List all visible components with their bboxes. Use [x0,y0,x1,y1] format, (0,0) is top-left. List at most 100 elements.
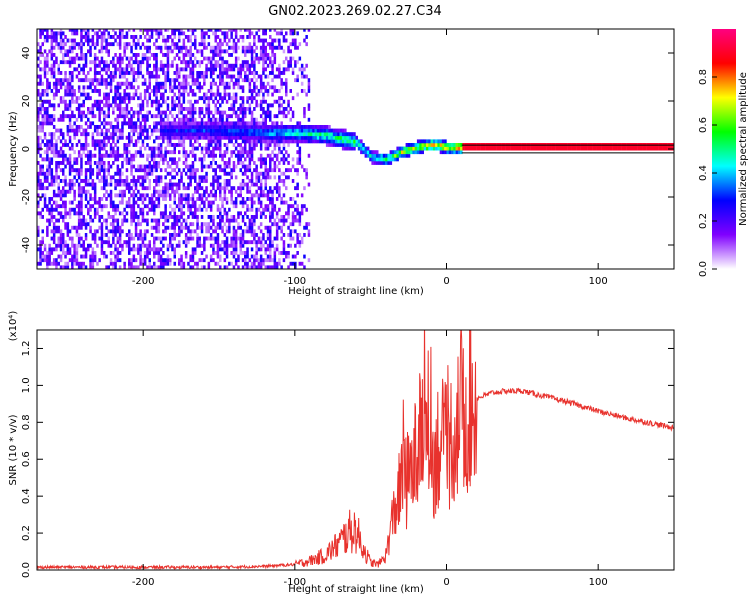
spectrogram-cell [46,38,49,43]
spectrogram-cell [91,168,95,173]
spectrogram-cell [219,96,222,101]
spectrogram-cell [109,204,113,209]
spectrogram-cell [55,204,58,209]
spectrogram-cell [62,153,65,158]
spectrogram-cell [82,179,85,183]
spectrogram-cell [419,139,422,144]
spectrogram-cell [96,63,99,68]
spectrogram-cell [68,125,72,129]
spectrogram-cell [137,67,140,72]
spectrogram-cell [182,161,186,165]
spectrogram-cell [93,258,97,263]
spectrogram-cell [107,211,110,216]
spectrogram-cell [184,233,188,237]
spectrogram-cell [244,240,247,245]
spectrogram-cell [114,182,117,187]
spectrogram-cell [164,63,167,68]
spectrogram-cell [246,254,249,259]
spectrogram-cell [82,67,85,72]
spectrogram-cell [39,121,42,126]
spectrogram-cell [91,182,95,187]
spectrogram-cell [246,74,249,79]
spectrogram-cell [200,168,204,173]
spectrogram-cell [216,85,220,90]
spectrogram-cell [335,132,338,137]
spectrogram-cell [209,207,213,212]
spectrogram-cell [214,60,217,65]
spectrogram-cell [48,182,51,187]
spectrogram-cell [175,128,179,133]
spectrogram-cell [116,89,120,93]
spectrogram-cell [187,107,190,111]
spectrogram-cell [41,42,44,47]
spectrogram-cell [116,114,120,119]
spectrogram-cell [71,31,74,36]
spectrogram-cell [200,258,204,263]
spectrogram-cell [266,171,270,176]
spectrogram-cell [125,168,129,173]
spectrogram-cell [52,125,56,129]
spectrogram-cell [52,85,56,90]
spectrogram-cell [82,243,85,248]
spectrogram-cell [262,193,265,198]
spectrogram-cell [148,45,151,50]
spectrogram-cell [273,204,277,209]
spectrogram-cell [80,146,83,151]
spectrogram-cell [196,128,199,133]
spectrogram-cell [287,153,290,158]
spectrogram-cell [68,121,72,126]
spectrogram-cell [46,229,49,234]
spectrogram-cell [66,60,70,65]
spectrogram-cell [184,114,188,119]
spectrogram-cell [287,243,290,248]
spectrogram-cell [191,92,195,97]
spectrogram-cell [169,204,172,209]
spectrogram-cell [182,99,186,104]
spectrogram-cell [209,218,213,223]
spectrogram-cell [189,233,192,237]
spectrogram-cell [253,107,256,111]
spectrogram-cell [200,110,204,115]
spectrogram-cell [46,121,49,126]
spectrogram-cell [41,193,44,198]
spectrogram-cell [191,117,195,122]
spectrogram-cell [262,236,265,241]
spectrogram-cell [143,258,147,263]
spectrogram-cell [196,207,199,212]
spectrogram-cell [80,254,83,259]
spectrogram-cell [209,71,213,75]
spectrogram-cell [239,35,242,39]
spectrogram-cell [221,215,224,219]
spectrogram-cell [191,107,195,111]
spectrogram-cell [171,31,174,36]
spectrogram-cell [180,171,183,176]
spectrogram-cell [203,135,206,140]
spectrogram-cell [230,168,233,173]
spectrogram-cell [209,189,213,194]
spectrogram-cell [269,251,272,255]
spectrogram-cell [114,132,117,137]
spectrogram-cell [46,171,49,176]
spectrogram-cell [169,150,172,155]
spectrogram-cell [62,168,65,173]
spectrogram-cell [280,71,283,75]
spectrogram-cell [148,247,151,252]
spectrogram-cell [237,81,240,86]
spectrogram-cell [246,240,249,245]
spectrogram-cell [93,125,97,129]
spectrogram-cell [234,96,238,101]
spectrogram-cell [535,146,538,151]
spectrogram-cell [294,139,297,144]
spectrogram-cell [444,143,447,147]
spectrogram-cell [64,107,67,111]
spectrogram-cell [121,243,124,248]
spectrogram-cell [253,38,256,43]
spectrogram-cell [132,153,136,158]
spectrogram-cell [180,200,183,205]
spectrogram-cell [350,146,354,151]
spectrogram-cell [59,85,63,90]
spectrogram-cell [162,251,165,255]
spectrogram-cell [46,251,49,255]
spectrogram-cell [244,110,247,115]
spectrogram-cell [118,35,122,39]
